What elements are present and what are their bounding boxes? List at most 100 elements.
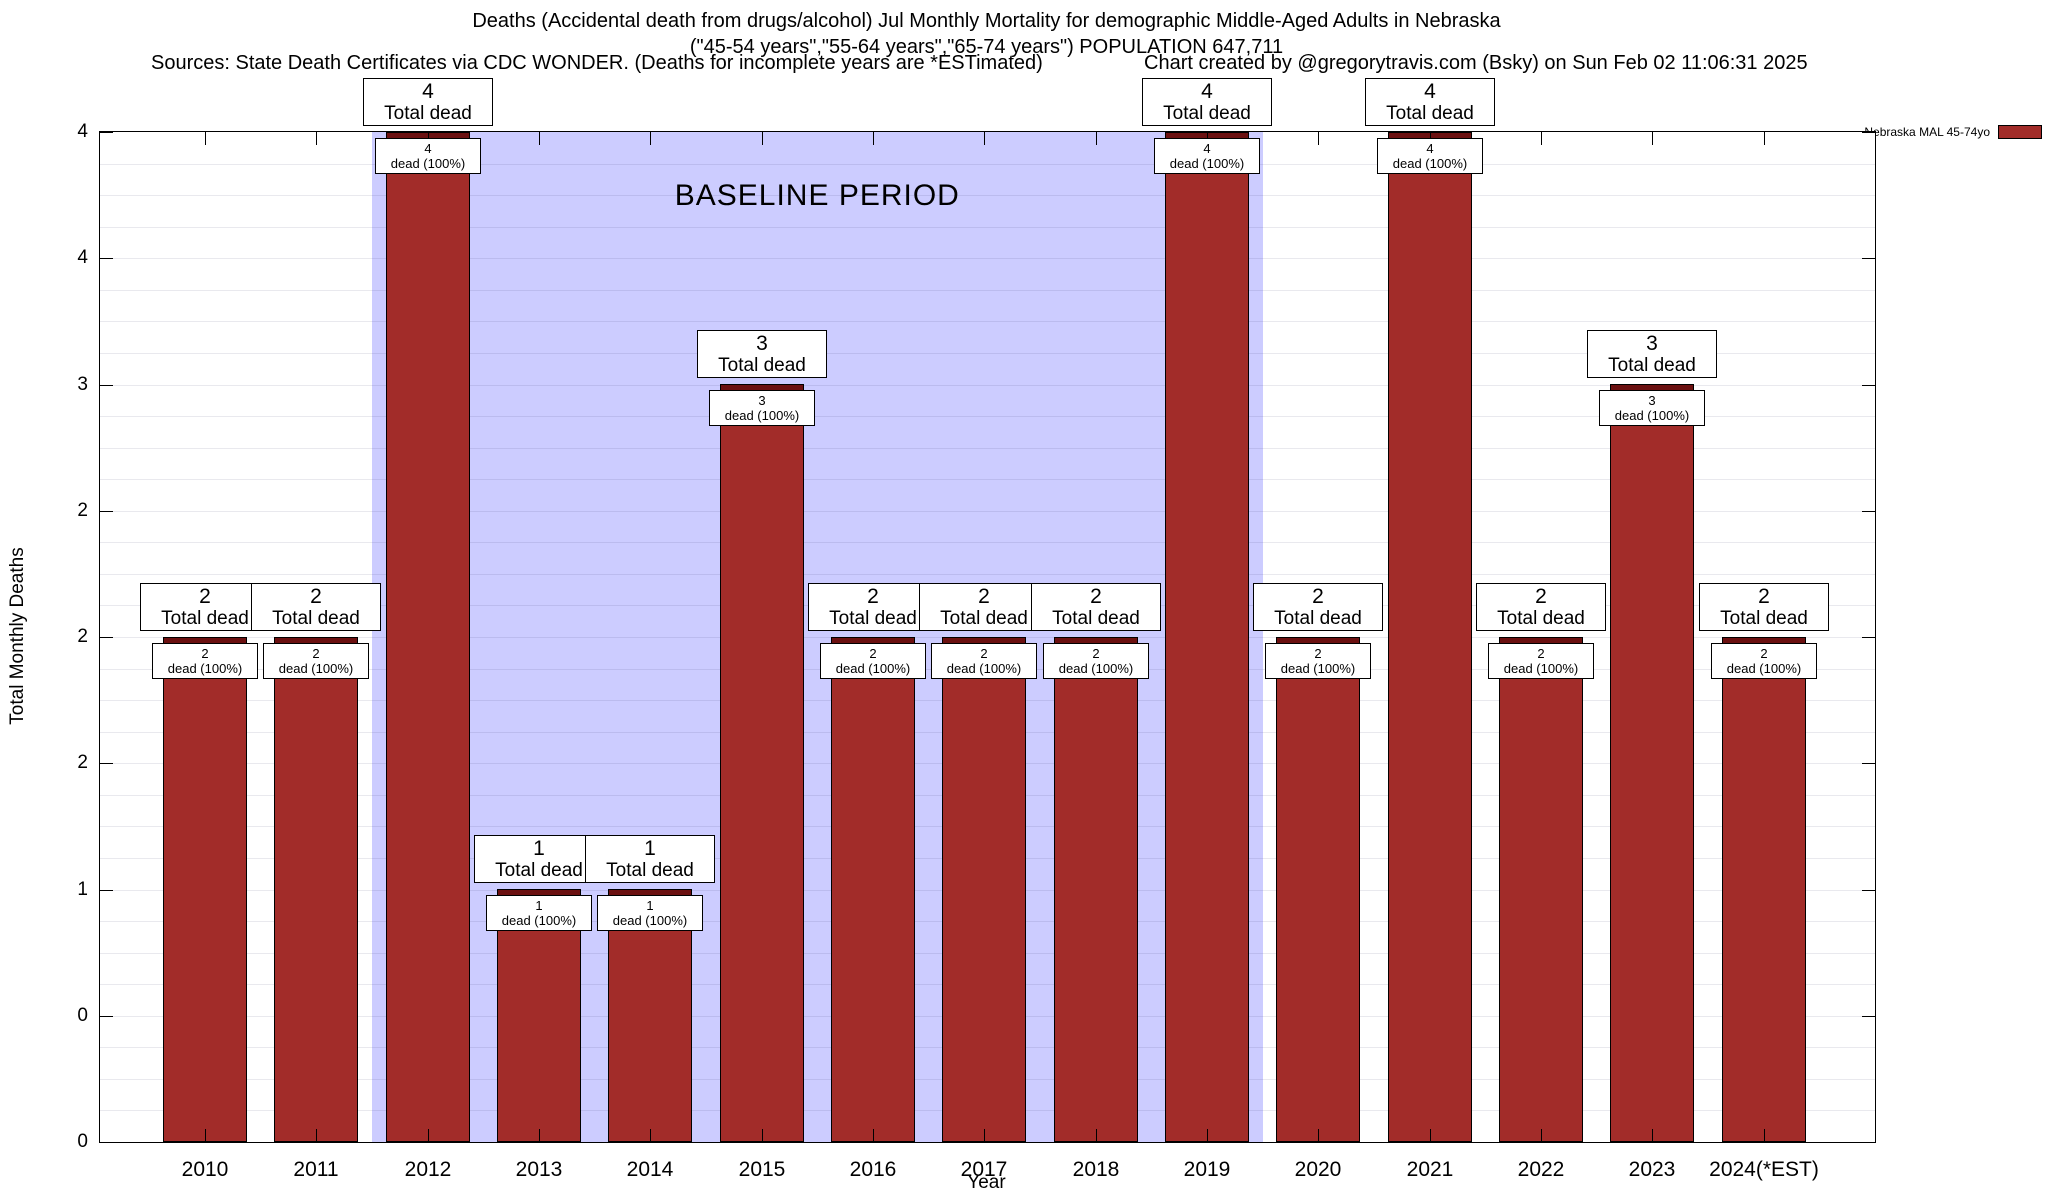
dead-pct-text: dead (100%) [1614, 408, 1690, 423]
total-dead-text: Total dead [272, 608, 360, 629]
y-tick-mark [1862, 637, 1875, 638]
y-tick-label: 4 [77, 121, 88, 142]
x-tick-mark [1430, 1129, 1431, 1142]
total-dead-value: 2 [1090, 585, 1102, 608]
dead-pct-value: 4 [424, 141, 432, 156]
dead-pct-text: dead (100%) [501, 913, 577, 928]
dead-pct-text: dead (100%) [1392, 156, 1468, 171]
gridline [100, 574, 1875, 575]
dead-pct-value: 1 [646, 898, 654, 913]
x-tick-mark [1318, 132, 1319, 145]
sources-note: Sources: State Death Certificates via CD… [151, 52, 1043, 74]
x-category-label: 2020 [1294, 1158, 1342, 1181]
dead-pct-value: 2 [312, 646, 320, 661]
dead-pct-label: 4 dead (100%) [1377, 138, 1483, 174]
bar-2017 [942, 637, 1026, 1142]
dead-pct-label: 4 dead (100%) [1154, 138, 1260, 174]
total-dead-label: 2 Total dead [1476, 583, 1606, 631]
total-dead-value: 2 [199, 585, 211, 608]
dead-pct-value: 3 [1648, 393, 1656, 408]
bar-2024(*EST) [1722, 637, 1806, 1142]
x-category-label: 2014 [626, 1158, 674, 1181]
legend-label: Nebraska MAL 45-74yo [1864, 125, 1990, 139]
total-dead-text: Total dead [495, 860, 583, 881]
x-tick-mark [984, 1129, 985, 1142]
gridline [100, 321, 1875, 322]
x-category-label: 2011 [293, 1158, 339, 1181]
total-dead-text: Total dead [384, 103, 472, 124]
total-dead-label: 2 Total dead [808, 583, 938, 631]
total-dead-label: 2 Total dead [1031, 583, 1161, 631]
x-category-label: 2013 [515, 1158, 563, 1181]
x-tick-mark [1652, 132, 1653, 145]
dead-pct-label: 2 dead (100%) [1043, 643, 1149, 679]
dead-pct-text: dead (100%) [946, 661, 1022, 676]
dead-pct-label: 3 dead (100%) [1599, 390, 1705, 426]
total-dead-text: Total dead [1052, 608, 1140, 629]
total-dead-text: Total dead [606, 860, 694, 881]
total-dead-text: Total dead [718, 355, 806, 376]
gridline [100, 195, 1875, 196]
bar-2022 [1499, 637, 1583, 1142]
gridline [100, 385, 1875, 386]
y-tick-mark [1862, 1142, 1875, 1143]
dead-pct-value: 2 [980, 646, 988, 661]
y-axis-title: Total Monthly Deaths [7, 547, 28, 725]
y-tick-mark [100, 385, 113, 386]
x-tick-mark [1318, 1129, 1319, 1142]
x-category-label: 2024(*EST) [1709, 1158, 1819, 1181]
dead-pct-label: 2 dead (100%) [152, 643, 258, 679]
bar-2015 [720, 384, 804, 1142]
total-dead-text: Total dead [1608, 355, 1696, 376]
x-tick-mark [873, 132, 874, 145]
x-tick-mark [650, 1129, 651, 1142]
dead-pct-value: 2 [201, 646, 209, 661]
total-dead-label: 2 Total dead [251, 583, 381, 631]
bar-2013 [497, 889, 581, 1142]
title-block: Deaths (Accidental death from drugs/alco… [99, 8, 1874, 60]
x-tick-mark [1096, 1129, 1097, 1142]
y-tick-mark [100, 511, 113, 512]
bar-2011 [274, 637, 358, 1142]
dead-pct-label: 2 dead (100%) [263, 643, 369, 679]
y-tick-mark [1862, 763, 1875, 764]
dead-pct-value: 1 [535, 898, 543, 913]
total-dead-label: 1 Total dead [585, 835, 715, 883]
gridline [100, 416, 1875, 417]
y-tick-label: 2 [77, 500, 88, 521]
x-category-label: 2021 [1406, 1158, 1454, 1181]
y-tick-label: 3 [77, 374, 88, 395]
legend-swatch-icon [1998, 125, 2042, 139]
y-tick-label: 2 [77, 752, 88, 773]
dead-pct-text: dead (100%) [1503, 661, 1579, 676]
total-dead-value: 2 [867, 585, 879, 608]
total-dead-label: 2 Total dead [1253, 583, 1383, 631]
total-dead-text: Total dead [829, 608, 917, 629]
x-category-label: 2016 [849, 1158, 897, 1181]
total-dead-text: Total dead [161, 608, 249, 629]
dead-pct-label: 3 dead (100%) [709, 390, 815, 426]
total-dead-value: 2 [978, 585, 990, 608]
dead-pct-label: 2 dead (100%) [1711, 643, 1817, 679]
bar-2010 [163, 637, 247, 1142]
dead-pct-text: dead (100%) [1058, 661, 1134, 676]
dead-pct-text: dead (100%) [1169, 156, 1245, 171]
y-tick-mark [1862, 511, 1875, 512]
plot-area: BASELINE PERIOD 4 4 3 2 2 2 1 0 0 2 Total dead 2 dead… [77, 78, 1876, 1181]
y-tick-mark [1862, 385, 1875, 386]
dead-pct-value: 4 [1203, 141, 1211, 156]
total-dead-value: 4 [1424, 80, 1436, 103]
credit-note: Chart created by @gregorytravis.com (Bsk… [1144, 52, 1808, 74]
total-dead-value: 4 [1201, 80, 1213, 103]
x-category-label: 2023 [1628, 1158, 1676, 1181]
dead-pct-text: dead (100%) [835, 661, 911, 676]
x-tick-mark [1764, 132, 1765, 145]
dead-pct-label: 2 dead (100%) [820, 643, 926, 679]
dead-pct-text: dead (100%) [390, 156, 466, 171]
total-dead-value: 1 [644, 837, 656, 860]
x-tick-mark [1764, 1129, 1765, 1142]
x-tick-mark [539, 1129, 540, 1142]
y-tick-label: 1 [77, 879, 88, 900]
gridline [100, 353, 1875, 354]
dead-pct-text: dead (100%) [1280, 661, 1356, 676]
